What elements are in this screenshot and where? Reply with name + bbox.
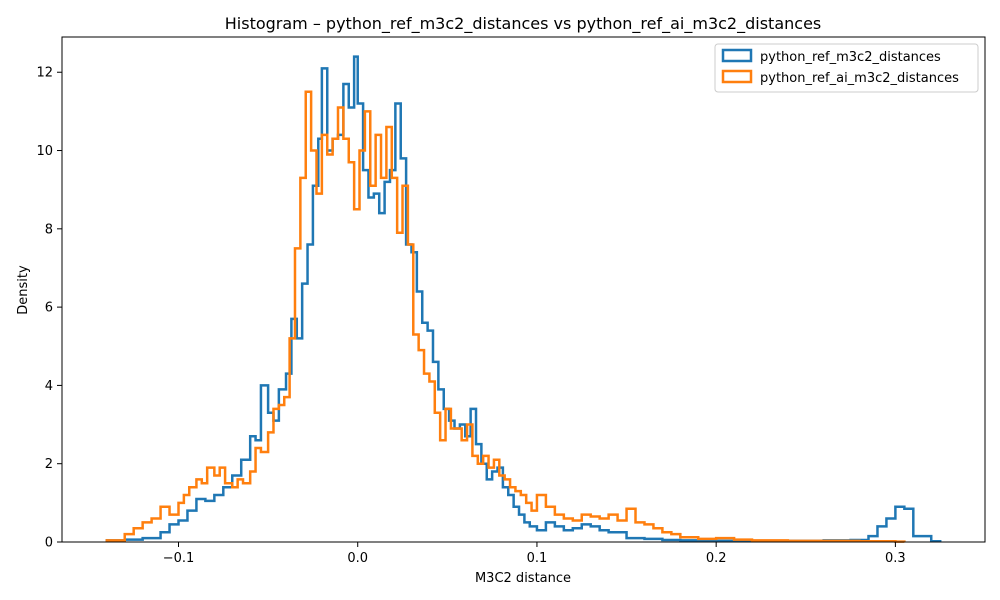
series-1-histogram-line bbox=[105, 55, 942, 543]
x-tick-label: 0.3 bbox=[885, 551, 906, 566]
y-tick-label: 10 bbox=[36, 144, 53, 159]
y-axis-ticks: 0 2 4 6 8 10 12 bbox=[36, 66, 62, 551]
legend-swatch-series-2 bbox=[721, 69, 753, 84]
chart-title: Histogram – python_ref_m3c2_distances vs… bbox=[225, 14, 822, 34]
x-axis-label: M3C2 distance bbox=[475, 571, 571, 586]
y-tick-label: 4 bbox=[45, 379, 53, 394]
y-tick-label: 0 bbox=[45, 536, 53, 551]
axes-frame bbox=[61, 36, 986, 543]
x-axis-ticks: −0.1 0.0 0.1 0.2 0.3 bbox=[163, 542, 906, 566]
x-tick-label: 0.2 bbox=[706, 551, 727, 566]
y-axis-label: Density bbox=[16, 265, 31, 315]
x-tick-label: 0.1 bbox=[527, 551, 548, 566]
legend-label-series-2: python_ref_ai_m3c2_distances bbox=[760, 71, 959, 86]
series-2-histogram-line bbox=[105, 90, 906, 543]
series-layer bbox=[105, 55, 942, 543]
x-tick-label: 0.0 bbox=[347, 551, 368, 566]
legend-box bbox=[714, 43, 979, 93]
legend-label-series-1: python_ref_m3c2_distances bbox=[760, 50, 941, 65]
legend: python_ref_m3c2_distances python_ref_ai_… bbox=[714, 43, 979, 93]
y-tick-label: 6 bbox=[45, 301, 53, 316]
y-tick-label: 2 bbox=[45, 457, 53, 472]
x-tick-label: −0.1 bbox=[163, 551, 195, 566]
y-tick-label: 8 bbox=[45, 222, 53, 237]
y-tick-label: 12 bbox=[36, 66, 53, 81]
legend-swatch-series-1 bbox=[721, 48, 753, 63]
